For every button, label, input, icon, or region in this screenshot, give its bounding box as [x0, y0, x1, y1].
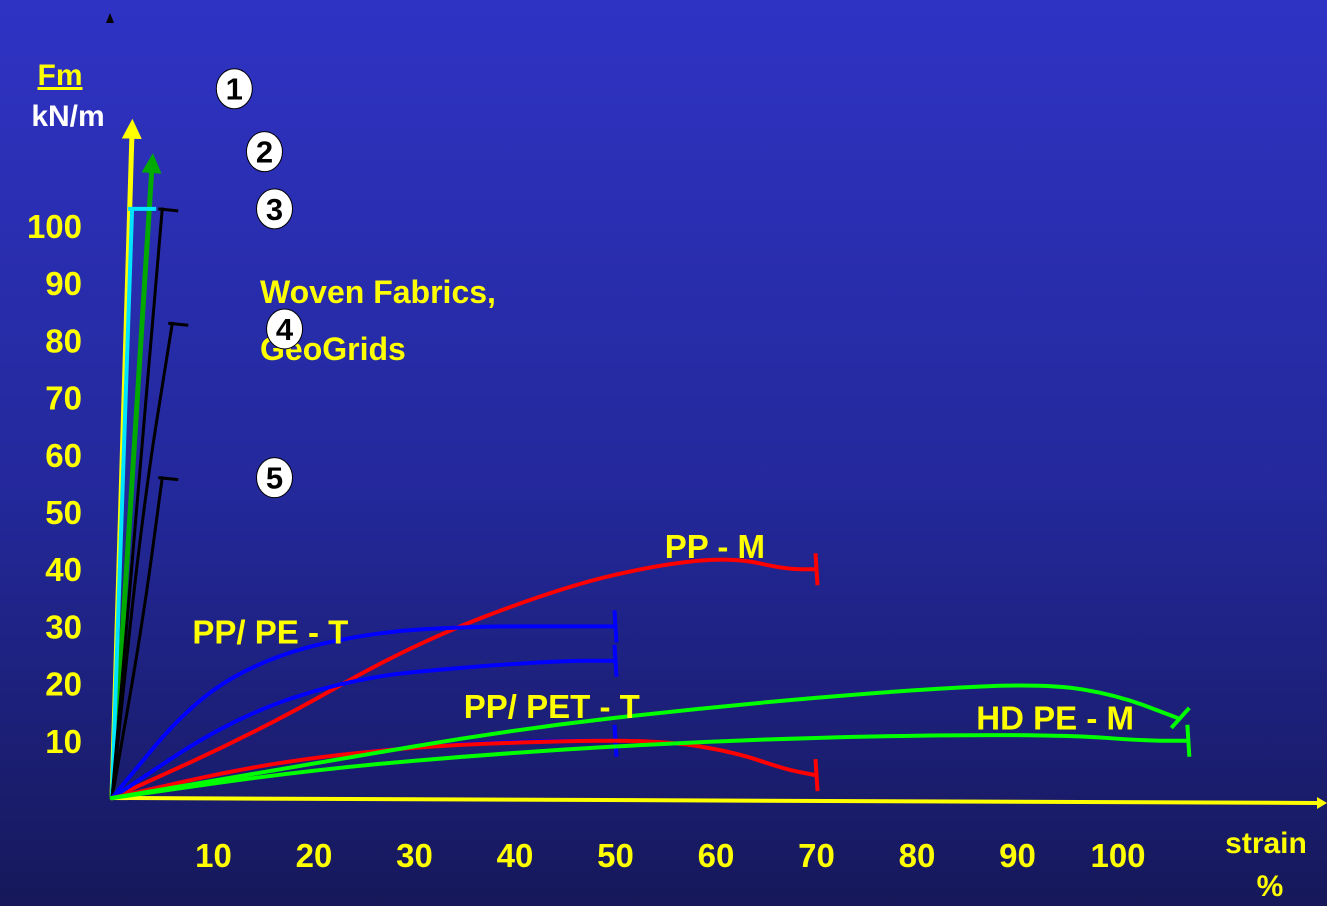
x-tick-label: 60: [698, 837, 735, 874]
x-tick-label: 50: [597, 837, 634, 874]
x-tick-label: 20: [296, 837, 333, 874]
y-tick-label: 100: [27, 208, 82, 245]
series-end-cap: [158, 207, 179, 213]
marker-number: 2: [256, 135, 273, 170]
series-line: [110, 658, 617, 800]
marker-circle: [256, 188, 293, 230]
x-tick-label: 90: [999, 837, 1036, 874]
series-line: [110, 738, 818, 800]
annotation-line-1: Woven Fabrics,: [260, 274, 496, 310]
marker-number: 5: [266, 461, 283, 496]
x-tick-label: 40: [497, 837, 534, 874]
marker-circle: [215, 68, 253, 110]
x-tick-label: 70: [798, 837, 835, 874]
y-tick-label: 30: [45, 608, 82, 645]
series-line: [110, 476, 164, 800]
y-tick-label: 70: [45, 380, 82, 417]
y-tick-label: 40: [45, 551, 82, 588]
series-end-cap: [813, 758, 820, 792]
series-line: [110, 557, 818, 800]
marker-circle: [256, 457, 293, 499]
marker-circle: [245, 131, 283, 173]
series-end-cap: [612, 610, 619, 643]
series-end-cap: [1185, 724, 1192, 757]
series-end-cap: [1169, 706, 1191, 730]
series-label: PP - M: [665, 528, 765, 565]
series-line: [110, 321, 174, 800]
series-end-cap: [158, 476, 179, 482]
y-tick-label: 50: [45, 494, 82, 531]
series-end-cap: [612, 644, 619, 677]
series-label: PP/ PE - T: [192, 614, 348, 651]
labels-layer: PP - M PP/ PE - T PP/ PET - T HD PE - M: [192, 528, 1134, 737]
markers-layer: 12 3 4 5: [215, 68, 304, 499]
y-tick-label: 10: [45, 723, 82, 760]
x-tick-label: 10: [195, 837, 232, 874]
marker-circle: [266, 308, 304, 350]
x-axis-arrow: [1317, 797, 1327, 809]
x-tick-label: 80: [899, 837, 936, 874]
x-axis-title-bottom: %: [1257, 870, 1284, 903]
y-tick-label: 90: [45, 265, 82, 302]
x-axis-title-top: strain: [1225, 827, 1307, 860]
y-axis-arrowhead-icon: [106, 13, 114, 23]
y-tick-label: 60: [45, 437, 82, 474]
series-line: [110, 683, 1180, 800]
y-tick-label: 80: [45, 322, 82, 359]
y-axis-title-bottom: kN/m: [31, 100, 104, 133]
x-axis: [111, 796, 1319, 805]
marker-number: 1: [226, 72, 243, 107]
marker-number: 4: [276, 312, 294, 347]
series-end-cap: [168, 321, 189, 327]
ticks-layer: 10 20 30 40 50 60 70 80 90 100 10 20 30 40 50 60 70 80 90 1…: [27, 208, 1146, 874]
series-label: HD PE - M: [976, 699, 1134, 736]
x-tick-label: 100: [1090, 837, 1145, 874]
series-end-cap: [813, 553, 820, 586]
series-line: [110, 733, 1190, 800]
marker-number: 3: [266, 192, 283, 227]
y-axis-title-top: Fm: [38, 59, 83, 92]
series-layer: [109, 118, 1192, 801]
y-tick-label: 20: [45, 666, 82, 703]
x-tick-label: 30: [396, 837, 433, 874]
series-line: [110, 624, 617, 800]
series-label: PP/ PET - T: [464, 688, 640, 725]
